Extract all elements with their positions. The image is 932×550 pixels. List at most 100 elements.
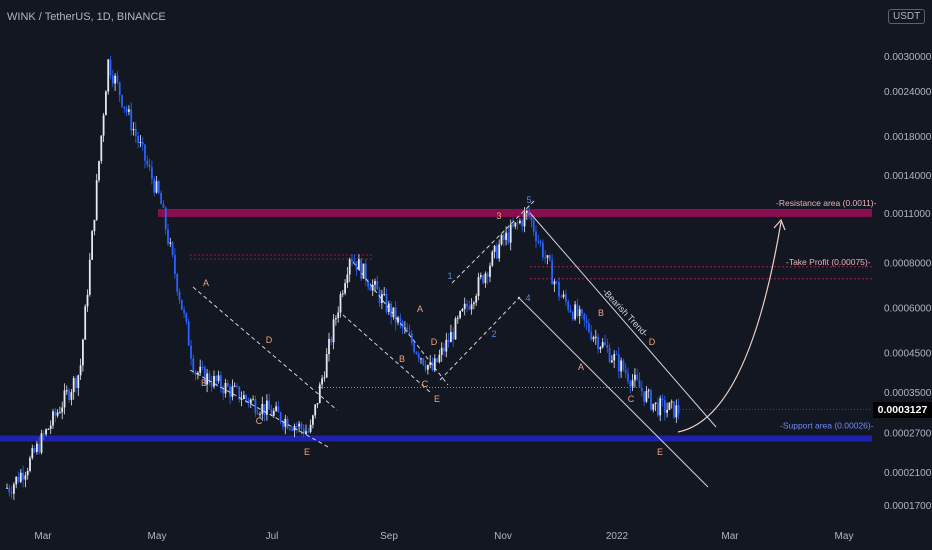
- candle-body: [247, 399, 250, 404]
- candle-body: [6, 487, 8, 489]
- candle-body: [523, 212, 526, 227]
- candle-body: [259, 413, 261, 415]
- candle-body: [309, 424, 312, 432]
- candle-body: [548, 255, 551, 261]
- candle-body: [675, 405, 678, 418]
- x-tick-5: 2022: [606, 531, 629, 542]
- channel-2-lower: [342, 314, 431, 393]
- candle-body: [77, 375, 80, 388]
- candle-body: [116, 75, 119, 83]
- candle-body: [24, 475, 27, 480]
- candle-body: [229, 386, 231, 397]
- candle-body: [468, 306, 471, 310]
- candle-body: [406, 327, 409, 333]
- candle-body: [47, 428, 50, 430]
- candle-body: [105, 91, 107, 116]
- candle-body: [429, 362, 432, 366]
- candle-body: [275, 406, 277, 411]
- candle-body: [187, 321, 190, 346]
- candle-body: [507, 232, 510, 243]
- candle-body: [583, 313, 586, 321]
- candle-body: [348, 259, 351, 275]
- candle-body: [592, 337, 595, 340]
- y-tick-0: 0.0030000: [884, 52, 932, 63]
- candle-body: [233, 385, 236, 387]
- candle-body: [537, 241, 540, 243]
- y-tick-9: 0.0002700: [884, 429, 932, 440]
- candle-body: [321, 378, 323, 385]
- candle-body: [36, 443, 38, 452]
- y-tick-6: 0.0006000: [884, 304, 932, 315]
- candle-body: [615, 354, 618, 356]
- candle-body: [93, 219, 96, 232]
- candle-body: [167, 229, 169, 244]
- candle-body: [346, 274, 349, 284]
- wave-label-0-1: B: [201, 378, 207, 388]
- candle-body: [360, 259, 363, 279]
- candle-body: [486, 273, 489, 277]
- x-tick-0: Mar: [34, 531, 52, 542]
- candle-body: [160, 192, 162, 205]
- candle-body: [588, 322, 590, 332]
- candle-body: [558, 281, 560, 297]
- support-band: [0, 435, 872, 442]
- candle-body: [574, 304, 576, 320]
- candle-body: [546, 255, 549, 258]
- candle-body: [231, 386, 234, 397]
- candle-body: [560, 296, 563, 298]
- candle-body: [128, 109, 130, 112]
- candle-body: [305, 431, 307, 434]
- candle-body: [634, 374, 636, 381]
- impulse-label-1: 2: [491, 329, 496, 339]
- candle-body: [141, 141, 144, 145]
- candle-body: [650, 390, 652, 410]
- candle-body: [243, 395, 245, 399]
- candle-body: [645, 391, 648, 402]
- candle-body: [91, 231, 93, 260]
- candle-body: [100, 135, 103, 162]
- candle-body: [98, 161, 100, 181]
- candle-body: [351, 259, 353, 262]
- wave-label-1-0: A: [417, 304, 423, 314]
- bearish-trend-label: -Bearish Trend-: [601, 287, 651, 339]
- wave-label-1-4: E: [434, 394, 440, 404]
- candle-body: [162, 204, 165, 208]
- rising-channel-upper: [451, 199, 536, 284]
- wave-label-1-1: B: [399, 354, 405, 364]
- candle-body: [475, 296, 478, 303]
- candle-body: [190, 345, 192, 359]
- y-tick-5: 0.0008000: [884, 259, 932, 270]
- candle-body: [130, 109, 133, 131]
- wave-label-0-3: D: [266, 335, 273, 345]
- currency-button[interactable]: USDT: [888, 9, 926, 24]
- wave-label-2-4: E: [657, 447, 663, 457]
- candle-body: [590, 331, 593, 340]
- candle-body: [54, 411, 57, 416]
- candle-body: [358, 259, 360, 270]
- candle-body: [502, 234, 505, 240]
- candle-body: [578, 309, 581, 316]
- take-profit-label: -Take Profit (0.00075)-: [786, 257, 871, 267]
- candle-body: [270, 409, 273, 416]
- candle-body: [594, 336, 597, 338]
- candle-body: [666, 409, 668, 413]
- candle-body: [576, 304, 579, 316]
- channel-2-upper: [352, 261, 449, 386]
- candle-body: [238, 386, 241, 400]
- candle-body: [31, 448, 34, 458]
- candle-body: [254, 399, 257, 414]
- resistance-band: [158, 208, 872, 217]
- candle-body: [153, 178, 156, 193]
- candle-body: [201, 366, 204, 368]
- candle-body: [381, 294, 383, 303]
- candle-body: [367, 281, 369, 287]
- candle-body: [431, 362, 434, 371]
- candle-body: [424, 364, 427, 370]
- candle-body: [132, 129, 135, 131]
- candle-body: [571, 312, 574, 320]
- candle-body: [528, 210, 530, 216]
- candle-body: [197, 372, 199, 375]
- candle-body: [643, 391, 645, 402]
- candle-body: [272, 410, 275, 416]
